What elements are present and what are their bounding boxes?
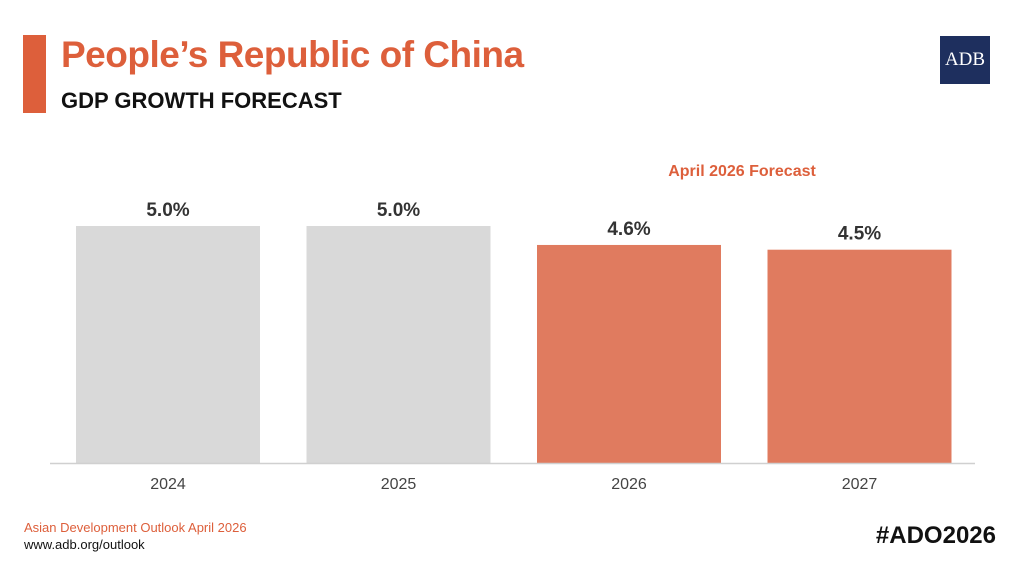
forecast-annotation: April 2026 Forecast [668, 163, 816, 180]
x-tick-label-2026: 2026 [611, 476, 647, 493]
x-tick-label-2025: 2025 [381, 476, 417, 493]
data-label-2026: 4.6% [607, 219, 650, 240]
bar-2026 [537, 244, 721, 463]
bar-2025 [306, 226, 491, 463]
hashtag: #ADO2026 [875, 522, 996, 549]
x-tick-label-2024: 2024 [150, 476, 186, 493]
title-accent-bar [23, 35, 46, 113]
footer-source: Asian Development Outlook April 2026 [24, 520, 247, 535]
bar-2027 [767, 249, 952, 463]
page-subtitle: GDP GROWTH FORECAST [61, 88, 342, 113]
footer-url[interactable]: www.adb.org/outlook [24, 537, 145, 552]
data-label-2024: 5.0% [146, 200, 189, 221]
bar-2024 [76, 226, 260, 463]
data-label-2027: 4.5% [838, 224, 881, 245]
page-title: People’s Republic of China [61, 34, 524, 75]
logo-text: ADB [944, 49, 986, 70]
x-tick-label-2027: 2027 [842, 476, 878, 493]
data-label-2025: 5.0% [377, 200, 420, 221]
adb-logo: ADB [940, 36, 990, 84]
